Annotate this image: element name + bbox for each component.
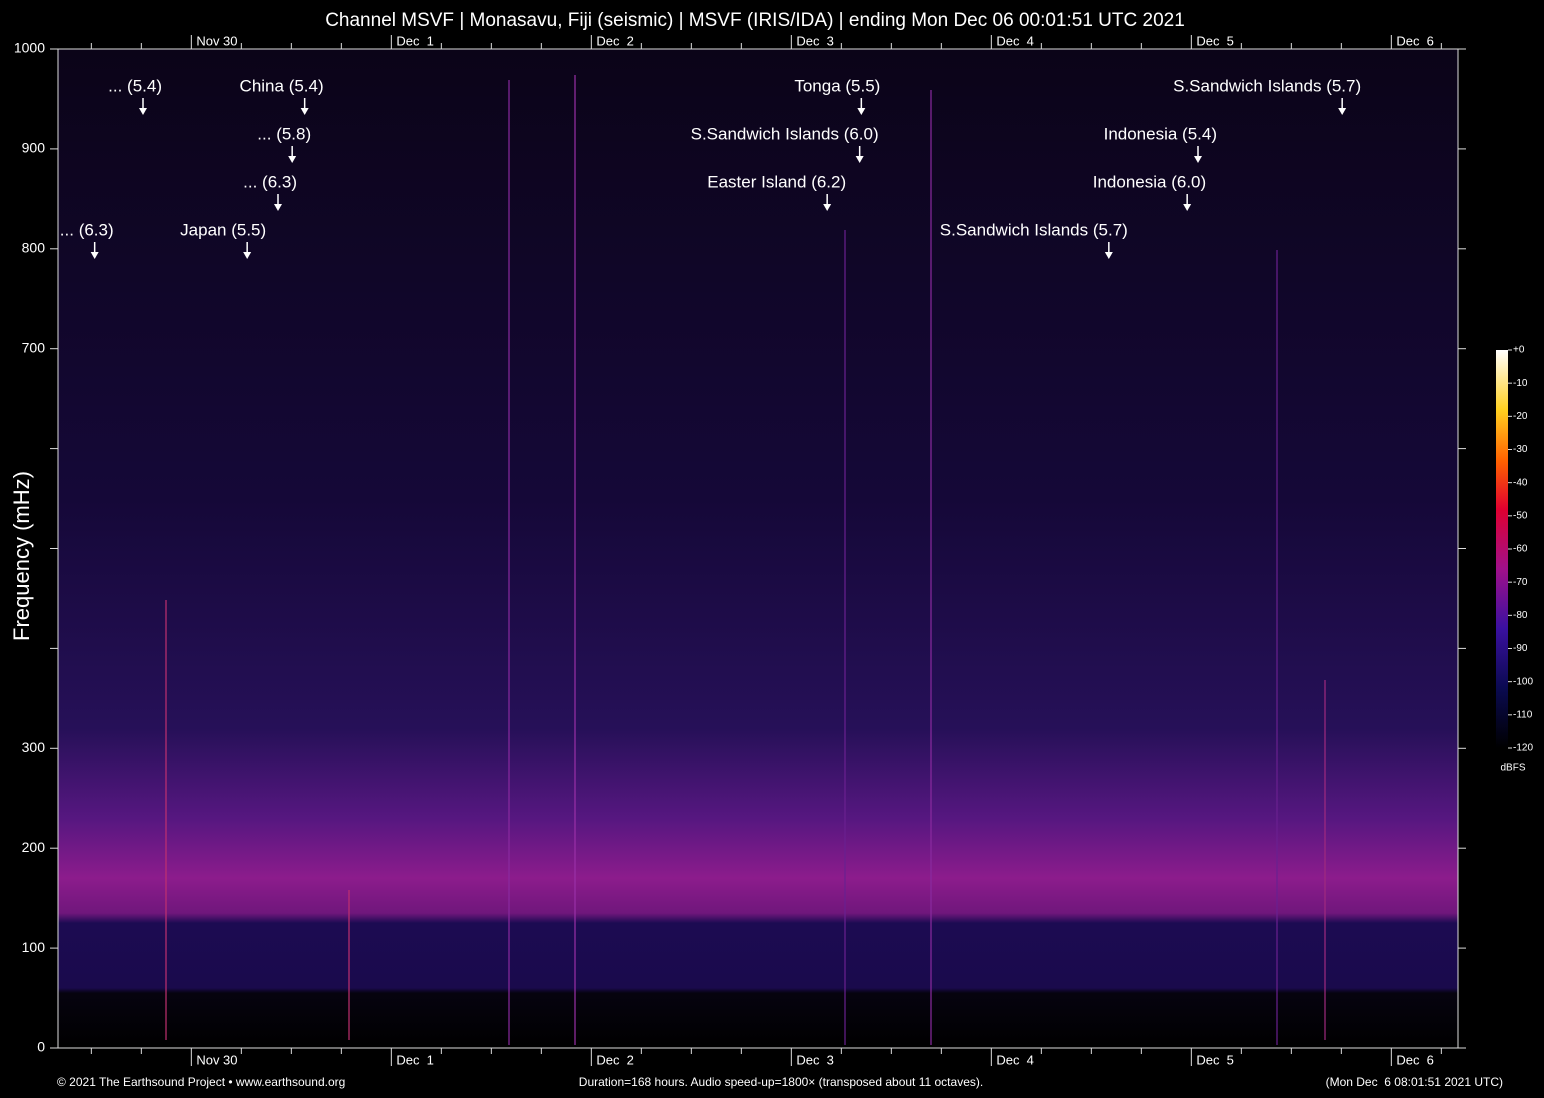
- footer-center: Duration=168 hours. Audio speed-up=1800×…: [579, 1075, 983, 1089]
- event-label: Indonesia (5.4): [1104, 124, 1217, 143]
- colorbar-tick-label: -40: [1513, 477, 1528, 488]
- event-label: ... (6.3): [60, 220, 114, 239]
- y-tick-label: 300: [22, 739, 46, 755]
- colorbar-tick-label: -60: [1513, 544, 1528, 555]
- colorbar-tick-label: -90: [1513, 643, 1528, 654]
- x-tick-label-top: Dec 1: [396, 33, 434, 48]
- colorbar: [1496, 350, 1508, 748]
- event-label: Japan (5.5): [180, 220, 266, 239]
- event-arrowhead: [139, 108, 147, 115]
- event-label: S.Sandwich Islands (5.7): [1173, 76, 1361, 95]
- event-streaks: [165, 75, 1326, 1045]
- x-tick-label: Dec 1: [396, 1052, 434, 1067]
- x-tick-label-top: Dec 6: [1396, 33, 1434, 48]
- event-label: Indonesia (6.0): [1093, 172, 1206, 191]
- colorbar-tick-label: -50: [1513, 510, 1528, 521]
- chart-title: Channel MSVF | Monasavu, Fiji (seismic) …: [325, 10, 1185, 31]
- event-arrowhead: [1194, 156, 1202, 163]
- footer-right: (Mon Dec 6 08:01:51 2021 UTC): [1326, 1075, 1503, 1089]
- x-tick-label-top: Dec 5: [1196, 33, 1234, 48]
- y-tick-label: 700: [22, 339, 46, 355]
- x-tick-label: Dec 4: [996, 1052, 1034, 1067]
- event-arrowhead: [855, 156, 864, 163]
- y-axis-label: Frequency (mHz): [9, 471, 34, 641]
- event-label: ... (6.3): [243, 172, 297, 191]
- y-tick-label: 0: [37, 1039, 45, 1055]
- event-label: China (5.4): [240, 76, 324, 95]
- colorbar-label: dBFS: [1500, 763, 1525, 774]
- event-arrowhead: [274, 204, 282, 211]
- event-arrowhead: [300, 108, 309, 115]
- x-tick-label-top: Dec 4: [996, 33, 1034, 48]
- event-arrowhead: [1104, 252, 1113, 259]
- event-arrowhead: [90, 252, 99, 259]
- y-tick-label: 100: [22, 939, 46, 955]
- x-tick-label-top: Dec 2: [596, 33, 634, 48]
- event-label: ... (5.4): [108, 76, 162, 95]
- event-label: S.Sandwich Islands (6.0): [691, 124, 879, 143]
- event-arrowhead: [1338, 108, 1347, 115]
- y-tick-label: 200: [22, 839, 46, 855]
- colorbar-tick-label: -20: [1513, 411, 1528, 422]
- event-label: ... (5.8): [257, 124, 311, 143]
- x-tick-label: Dec 5: [1196, 1052, 1234, 1067]
- y-tick-label: 1000: [14, 40, 45, 56]
- x-tick-label: Dec 6: [1396, 1052, 1434, 1067]
- colorbar-tick-label: +0: [1513, 345, 1525, 356]
- colorbar-tick-label: -30: [1513, 444, 1528, 455]
- colorbar-tick-label: -80: [1513, 610, 1528, 621]
- event-arrowhead: [1183, 204, 1192, 211]
- colorbar-tick-label: -100: [1513, 676, 1533, 687]
- event-label: S.Sandwich Islands (5.7): [940, 220, 1128, 239]
- event-label: Easter Island (6.2): [707, 172, 846, 191]
- spectrogram: [58, 49, 1458, 1048]
- y-tick-label: 800: [22, 240, 46, 256]
- y-tick-label: 900: [22, 140, 46, 156]
- event-arrowhead: [823, 204, 832, 211]
- x-tick-label-top: Nov 30: [196, 33, 237, 48]
- colorbar-tick-label: -70: [1513, 577, 1528, 588]
- event-arrowhead: [857, 108, 866, 115]
- x-tick-label: Dec 2: [596, 1052, 634, 1067]
- event-label: Tonga (5.5): [794, 76, 880, 95]
- footer-left: © 2021 The Earthsound Project • www.eart…: [57, 1075, 345, 1089]
- colorbar-tick-label: -110: [1513, 709, 1533, 720]
- colorbar-tick-label: -10: [1513, 378, 1528, 389]
- x-tick-label: Dec 3: [796, 1052, 834, 1067]
- x-tick-label: Nov 30: [196, 1052, 237, 1067]
- colorbar-tick-label: -120: [1513, 743, 1533, 754]
- x-tick-label-top: Dec 3: [796, 33, 834, 48]
- event-arrowhead: [288, 156, 297, 163]
- event-arrowhead: [243, 252, 252, 259]
